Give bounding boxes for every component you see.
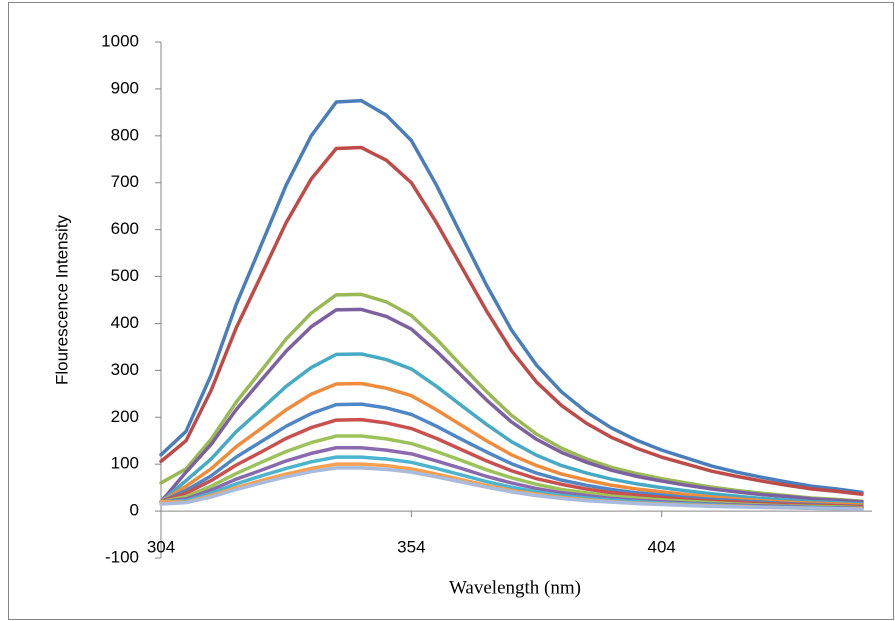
x-tick-label: 354 bbox=[397, 537, 425, 556]
x-axis-title: Wavelength (nm) bbox=[449, 577, 581, 598]
x-tick-label: 404 bbox=[648, 537, 676, 556]
y-tick-label: 100 bbox=[111, 454, 139, 473]
series-line bbox=[159, 145, 864, 496]
y-tick-label: 700 bbox=[111, 172, 139, 191]
series-line bbox=[159, 466, 864, 511]
y-tick-label: 400 bbox=[111, 313, 139, 332]
x-tick-label: 304 bbox=[147, 537, 175, 556]
series-line bbox=[159, 307, 864, 504]
y-tick-label: 800 bbox=[111, 125, 139, 144]
y-tick-label: 900 bbox=[111, 78, 139, 97]
y-tick-label: 500 bbox=[111, 266, 139, 285]
series-line bbox=[159, 98, 864, 495]
y-tick-label: 600 bbox=[111, 219, 139, 238]
y-tick-label: 0 bbox=[130, 501, 139, 520]
y-tick-label: 300 bbox=[111, 360, 139, 379]
y-axis-title: Flourescence Intensity bbox=[52, 214, 71, 385]
y-tick-label: -100 bbox=[105, 547, 139, 566]
y-tick-label: 200 bbox=[111, 407, 139, 426]
series-line bbox=[159, 352, 864, 506]
chart-frame bbox=[8, 2, 894, 620]
y-tick-label: 1000 bbox=[101, 31, 139, 50]
